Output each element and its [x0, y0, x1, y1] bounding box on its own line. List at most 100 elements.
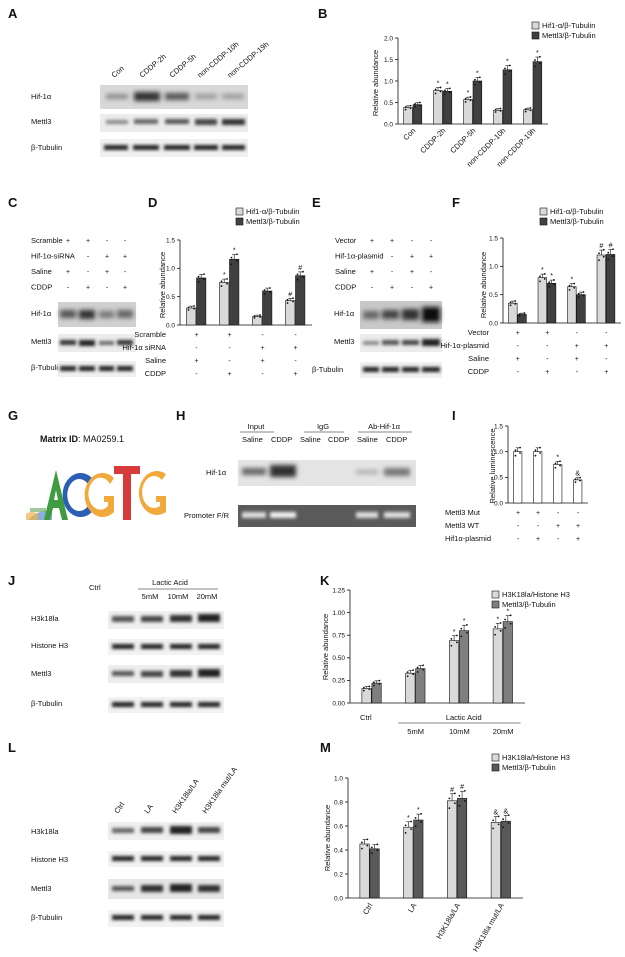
blot-row-label: H3k18la	[31, 614, 59, 623]
significance-mark: *	[570, 277, 573, 284]
data-point	[529, 107, 532, 109]
treatment-sign: -	[67, 254, 70, 261]
western-blot-c	[58, 302, 136, 377]
data-point	[543, 273, 546, 275]
data-point	[519, 446, 521, 449]
treatment-row-label: Hif-1α-siRNA	[31, 252, 75, 261]
legend-swatch	[491, 753, 500, 762]
data-point	[539, 446, 541, 449]
blot-row-label: Hif-1α	[31, 309, 52, 318]
data-point	[504, 627, 507, 629]
data-point	[553, 279, 555, 281]
data-point	[412, 669, 415, 672]
significance-mark: &	[493, 810, 498, 817]
group-label: Input	[248, 422, 266, 431]
group-label: Ab-Hif-1α	[368, 422, 401, 431]
y-tick-label: 0.5	[384, 100, 393, 107]
x-tick-label: LA	[406, 902, 418, 914]
motif-letter-a	[44, 470, 68, 520]
x-tick-label: Ctrl	[360, 713, 372, 722]
treatment-sign: +	[429, 254, 433, 261]
data-point	[463, 789, 466, 792]
significance-mark: *	[506, 609, 509, 616]
data-point	[514, 454, 517, 457]
data-point	[607, 258, 610, 261]
data-point	[263, 293, 266, 295]
y-tick-label: 0.0	[494, 500, 503, 507]
bar	[442, 91, 453, 125]
x-tick-label: CDDP-2h	[418, 126, 447, 155]
data-point	[448, 91, 451, 94]
data-point	[259, 316, 261, 318]
data-point	[193, 305, 195, 307]
data-point	[492, 819, 495, 822]
treatment-sign: -	[228, 345, 231, 352]
data-point	[366, 844, 369, 847]
treatment-row-label: CDDP	[468, 367, 489, 376]
data-point	[230, 256, 233, 259]
data-point	[404, 824, 407, 827]
y-tick-label: 0.2	[334, 871, 343, 878]
data-point	[444, 89, 446, 92]
bar	[502, 69, 513, 125]
data-point	[602, 248, 605, 251]
treatment-row-label: Vector	[335, 236, 357, 245]
treatment-sign: -	[546, 343, 549, 350]
treatment-sign: -	[411, 238, 414, 245]
panel-i-label: I	[452, 408, 456, 423]
data-point	[458, 805, 461, 807]
y-tick-label: 0.8	[334, 799, 343, 806]
data-point	[187, 309, 190, 311]
bar	[413, 819, 424, 899]
panel-b-label: B	[318, 6, 327, 21]
treatment-sign: +	[604, 343, 608, 350]
blot-row-label: Hif-1α	[206, 468, 227, 477]
bar	[502, 621, 513, 704]
data-point	[360, 841, 363, 844]
significance-mark: *	[496, 616, 499, 623]
data-point	[554, 462, 557, 465]
lane-label: Saline	[357, 435, 378, 444]
y-tick-label: 1.0	[334, 775, 343, 782]
data-point	[523, 314, 526, 316]
panel-k-label: K	[320, 573, 330, 588]
data-point	[453, 802, 456, 805]
treatment-sign: -	[557, 536, 560, 543]
y-tick-label: 1.5	[384, 57, 393, 64]
treatment-row-label: Vector	[468, 328, 490, 337]
bar	[433, 90, 443, 125]
y-tick-label: 1.5	[489, 235, 498, 242]
bar	[463, 99, 473, 125]
data-point	[518, 315, 521, 317]
y-axis-label: Relative luminescence	[488, 428, 497, 503]
treatment-sign: +	[293, 371, 297, 378]
data-point	[410, 820, 413, 823]
data-point	[439, 86, 442, 89]
data-point	[464, 101, 467, 103]
data-point	[553, 283, 555, 286]
data-point	[474, 78, 476, 81]
treatment-sign: +	[576, 523, 580, 530]
legend-label: Mettl3/β-Tubulin	[246, 217, 300, 226]
data-point	[612, 248, 614, 251]
data-point	[263, 289, 266, 291]
motif-letter-g	[84, 473, 114, 517]
treatment-sign: -	[195, 345, 198, 352]
treatment-sign: +	[194, 332, 198, 339]
significance-mark: *	[536, 50, 539, 57]
treatment-row-label: Hif-1α-plasmid	[440, 341, 489, 350]
treatment-sign: +	[66, 269, 70, 276]
x-tick-label: 10mM	[449, 727, 470, 736]
treatment-sign: -	[517, 343, 520, 350]
data-point	[296, 273, 299, 276]
data-point	[269, 287, 271, 289]
panel-l-label: L	[8, 740, 16, 755]
lane-label: Saline	[242, 435, 263, 444]
treatment-sign: +	[123, 285, 127, 292]
treatment-sign: -	[106, 238, 109, 245]
data-point	[499, 622, 502, 624]
treatment-sign: +	[604, 369, 608, 376]
y-tick-label: 1.00	[332, 610, 345, 617]
data-point	[502, 826, 505, 829]
data-point	[507, 822, 510, 825]
